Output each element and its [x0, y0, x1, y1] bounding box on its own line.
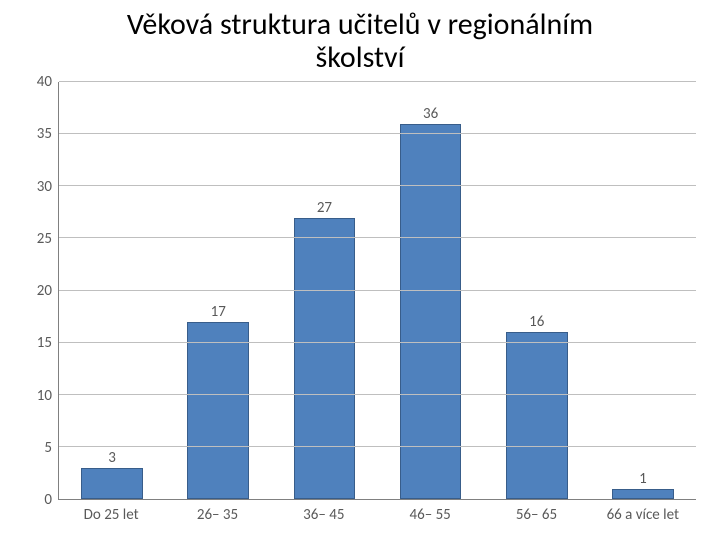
bar: 36 — [400, 124, 462, 499]
bar-slot: 27 — [271, 82, 377, 499]
x-tick-label: Do 25 let — [58, 500, 164, 524]
grid-line — [59, 237, 696, 238]
y-axis: 0510152025303540 — [24, 82, 58, 500]
bar: 27 — [294, 218, 356, 499]
grid-line — [59, 81, 696, 82]
grid-line — [59, 394, 696, 395]
y-tick-label: 15 — [37, 334, 52, 352]
bar: 3 — [81, 468, 143, 499]
bar-slot: 36 — [378, 82, 484, 499]
bar-slot: 1 — [590, 82, 696, 499]
y-tick-label: 25 — [37, 230, 52, 248]
slide-title: Věková struktura učitelů v regionálním š… — [24, 8, 696, 74]
bar-slot: 16 — [484, 82, 590, 499]
x-tick-label: 56– 65 — [483, 500, 589, 524]
slide: Věková struktura učitelů v regionálním š… — [0, 0, 720, 540]
grid-line — [59, 133, 696, 134]
x-tick-label: 36– 45 — [271, 500, 377, 524]
bar: 16 — [506, 332, 568, 499]
bar-value-label: 16 — [529, 313, 544, 331]
x-tick-label: 26– 35 — [164, 500, 270, 524]
bar-value-label: 36 — [423, 105, 438, 123]
bar: 17 — [187, 322, 249, 499]
x-tick-label: 46– 55 — [377, 500, 483, 524]
y-tick-label: 0 — [44, 491, 52, 509]
bar-value-label: 17 — [211, 303, 226, 321]
bar-value-label: 27 — [317, 199, 332, 217]
y-tick-label: 30 — [37, 178, 52, 196]
x-tick-label: 66 a více let — [590, 500, 696, 524]
bar: 1 — [612, 489, 674, 499]
y-tick-label: 20 — [37, 282, 52, 300]
plot-row: 0510152025303540 3172736161 — [24, 82, 696, 500]
bar-chart: 0510152025303540 3172736161 Do 25 let26–… — [24, 82, 696, 524]
y-tick-label: 35 — [37, 125, 52, 143]
y-tick-label: 10 — [37, 387, 52, 405]
plot-area: 3172736161 — [58, 82, 696, 500]
bar-slot: 17 — [165, 82, 271, 499]
bars-container: 3172736161 — [59, 82, 696, 499]
grid-line — [59, 446, 696, 447]
x-axis: Do 25 let26– 3536– 4546– 5556– 6566 a ví… — [58, 500, 696, 524]
y-tick-label: 5 — [44, 439, 52, 457]
bar-value-label: 3 — [108, 449, 116, 467]
grid-line — [59, 185, 696, 186]
title-line-2: školství — [24, 41, 696, 74]
grid-line — [59, 290, 696, 291]
title-line-1: Věková struktura učitelů v regionálním — [24, 8, 696, 41]
bar-value-label: 1 — [639, 470, 647, 488]
y-tick-label: 40 — [37, 73, 52, 91]
bar-slot: 3 — [59, 82, 165, 499]
grid-line — [59, 342, 696, 343]
